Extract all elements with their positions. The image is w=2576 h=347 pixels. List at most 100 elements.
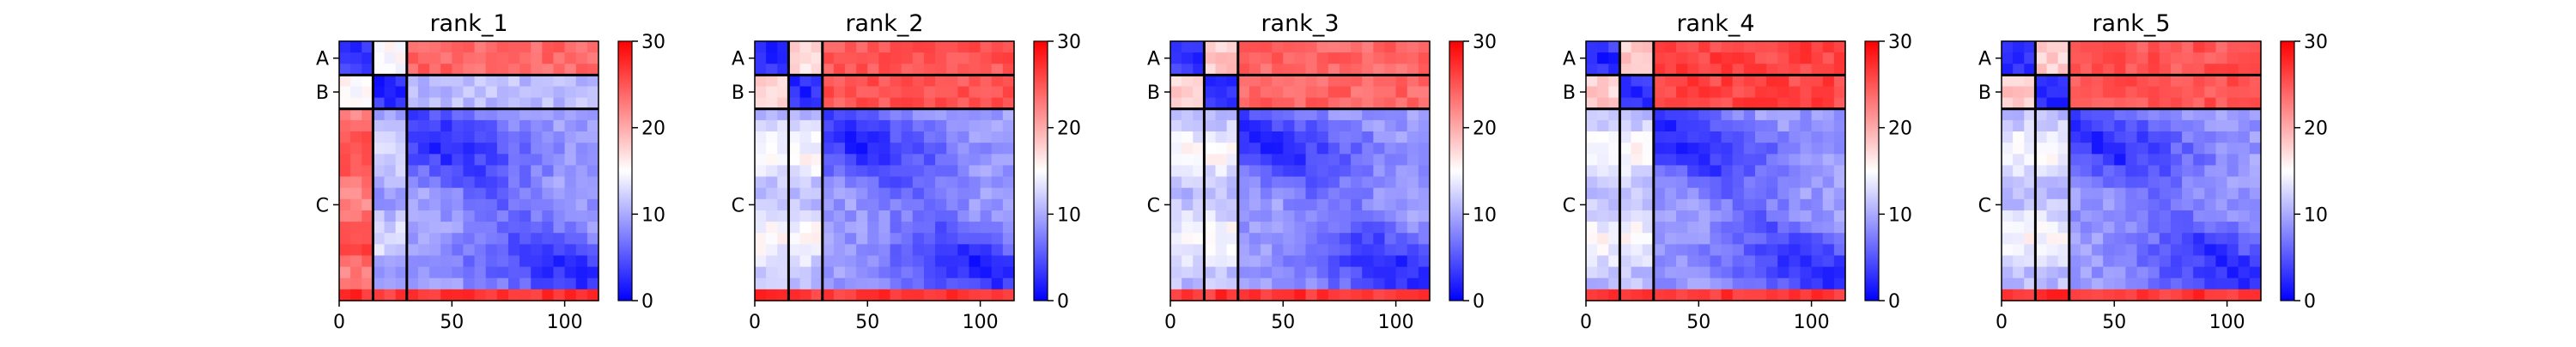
heatmap-cell [1676, 244, 1688, 257]
heatmap-cell [361, 97, 374, 110]
heatmap-cell [2024, 289, 2036, 301]
heatmap-cell [1182, 75, 1194, 88]
heatmap-cell [1226, 266, 1239, 279]
heatmap-cell [1619, 75, 1632, 88]
heatmap-cell [1653, 233, 1666, 245]
heatmap-cell [564, 86, 577, 99]
heatmap-cell [833, 64, 846, 76]
heatmap-cell [935, 176, 947, 189]
heatmap-cell [2159, 289, 2172, 301]
heatmap-cell [833, 222, 846, 234]
colorbar-tick-label: 0 [2304, 291, 2316, 313]
heatmap-cell [519, 52, 532, 64]
heatmap-cell [553, 165, 566, 178]
heatmap-cell [496, 108, 509, 121]
heatmap-cell [496, 266, 509, 279]
heatmap-cell [2215, 244, 2228, 257]
heatmap-cell [1698, 289, 1711, 301]
heatmap-cell [463, 176, 476, 189]
heatmap-cell [935, 165, 947, 178]
heatmap-cell [1351, 187, 1363, 200]
heatmap-cell [384, 198, 397, 211]
heatmap-cell [2148, 97, 2160, 110]
heatmap-cell [395, 131, 408, 143]
heatmap-cell [1653, 108, 1666, 121]
heatmap-cell [766, 244, 778, 257]
heatmap-cell [2125, 41, 2138, 53]
heatmap-cell [1305, 266, 1318, 279]
heatmap-cell [406, 198, 419, 211]
heatmap-cell [406, 52, 419, 64]
heatmap-cell [1395, 244, 1408, 257]
heatmap-cell [1339, 244, 1352, 257]
heatmap-cell [969, 143, 981, 155]
heatmap-cell [2170, 187, 2183, 200]
heatmap-cell [361, 108, 374, 121]
heatmap-cell [1406, 244, 1419, 257]
heatmap-cell [2249, 143, 2262, 155]
heatmap-cell [553, 187, 566, 200]
heatmap-cell [1395, 64, 1408, 76]
heatmap-cell [2103, 187, 2115, 200]
heatmap-cells [339, 41, 599, 301]
heatmap-cell [856, 187, 868, 200]
heatmap-cell [1373, 52, 1386, 64]
heatmap-cell [1619, 97, 1632, 110]
heatmap-cell [373, 210, 386, 222]
heatmap-cell [406, 233, 419, 245]
heatmap-cell [1362, 86, 1374, 99]
heatmap-cell [1743, 222, 1756, 234]
heatmap-cell [1351, 131, 1363, 143]
heatmap-cell [890, 210, 902, 222]
heatmap-cell [2013, 244, 2025, 257]
heatmap-cell [2215, 143, 2228, 155]
heatmap-cell [856, 64, 868, 76]
heatmap-cell [542, 233, 555, 245]
heatmap-cell [1193, 244, 1205, 257]
heatmap-cell [2002, 119, 2014, 132]
heatmap-cell [912, 131, 925, 143]
heatmap-cell [542, 97, 555, 110]
heatmap-cell [361, 131, 374, 143]
x-tick-label: 100 [547, 312, 583, 333]
heatmap-cell [2002, 289, 2014, 301]
heatmap-cell [833, 255, 846, 268]
y-tick-label: A [1147, 49, 1160, 70]
heatmap-cell [350, 165, 362, 178]
heatmap-cell [361, 210, 374, 222]
heatmap-cell [1204, 222, 1217, 234]
heatmap-cell [1237, 131, 1250, 143]
heatmap-cell [1215, 210, 1228, 222]
heatmap-cell [507, 143, 520, 155]
x-tick-label: 0 [333, 312, 345, 333]
heatmap-cell [350, 119, 362, 132]
heatmap-cell [901, 187, 914, 200]
heatmap-cell [1800, 154, 1813, 167]
heatmap-cell [2204, 255, 2217, 268]
heatmap-cell [1204, 143, 1217, 155]
heatmap-cell [890, 222, 902, 234]
heatmap-cell [878, 165, 891, 178]
heatmap-cell [811, 266, 823, 279]
heatmap-cell [2249, 222, 2262, 234]
heatmap-cell [1002, 143, 1015, 155]
heatmap-cell [1283, 97, 1296, 110]
heatmap-cell [980, 255, 993, 268]
heatmap-cell [1833, 289, 1846, 301]
heatmap-cell [1754, 143, 1767, 155]
heatmap-cell [1789, 41, 1801, 53]
heatmap-cell [766, 108, 778, 121]
heatmap-cell [2136, 222, 2149, 234]
heatmap-cell [1833, 108, 1846, 121]
heatmap-cell [788, 233, 801, 245]
heatmap-cell [1687, 131, 1699, 143]
heatmap-cell [1395, 75, 1408, 88]
heatmap-cell [1597, 97, 1609, 110]
heatmap-cell [553, 64, 566, 76]
heatmap-cell [1226, 131, 1239, 143]
heatmap-cell [799, 165, 812, 178]
heatmap-cell [1642, 154, 1655, 167]
heatmap-cell [575, 143, 588, 155]
heatmap-cell [542, 165, 555, 178]
heatmap-cells [2002, 41, 2262, 301]
